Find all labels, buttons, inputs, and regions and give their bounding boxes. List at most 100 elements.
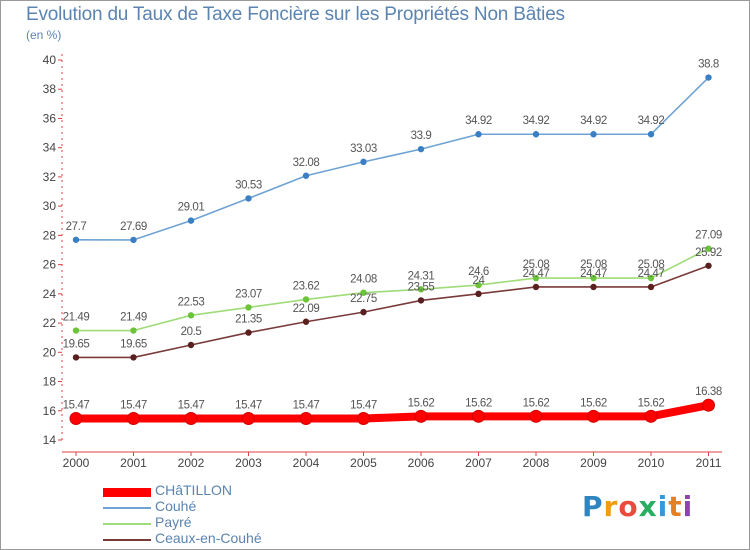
data-point <box>644 409 658 423</box>
data-label: 15.47 <box>235 400 262 412</box>
data-label: 24.47 <box>580 268 607 280</box>
y-tick-label: 18 <box>43 375 57 389</box>
data-label: 21.49 <box>120 312 147 324</box>
data-label: 30.53 <box>235 179 262 191</box>
legend-swatch <box>103 539 151 541</box>
data-point <box>414 409 428 423</box>
logo-letter: i <box>657 490 669 523</box>
x-tick-label: 2005 <box>350 456 377 470</box>
x-tick-label: 2002 <box>178 456 205 470</box>
legend-label: Ceaux-en-Couhé <box>155 530 262 546</box>
data-point <box>532 283 540 291</box>
data-point <box>647 283 655 291</box>
data-label: 24.47 <box>523 268 550 280</box>
data-label: 23.62 <box>293 280 320 292</box>
data-point <box>705 74 712 81</box>
y-tick-label: 20 <box>43 345 57 359</box>
y-tick-label: 24 <box>43 287 57 301</box>
y-tick-label: 34 <box>43 141 57 155</box>
x-tick-label: 2008 <box>523 456 550 470</box>
legend-item: Couhé <box>103 498 363 516</box>
chart-subtitle: (en %) <box>26 28 62 42</box>
data-point <box>357 412 370 426</box>
data-label: 27.69 <box>120 221 147 233</box>
x-tick-label: 2001 <box>120 456 147 470</box>
data-label: 34.92 <box>465 115 492 127</box>
data-label: 21.35 <box>235 314 262 326</box>
data-label: 25.08 <box>580 259 607 271</box>
logo-letter: r <box>603 490 619 523</box>
data-point <box>130 327 137 334</box>
x-tick-label: 2011 <box>696 456 722 470</box>
data-label: 33.9 <box>411 130 432 142</box>
data-point <box>590 131 597 138</box>
data-point <box>702 398 715 412</box>
data-label: 23.55 <box>408 281 435 293</box>
data-point <box>245 329 252 336</box>
data-point <box>590 283 597 291</box>
data-point <box>245 195 252 202</box>
data-label: 22.75 <box>350 293 377 305</box>
data-label: 25.92 <box>695 247 722 259</box>
data-point <box>532 274 540 282</box>
data-label: 25.08 <box>638 259 665 271</box>
data-point <box>532 131 540 138</box>
series-line <box>75 247 710 332</box>
y-tick-label: 14 <box>43 433 57 447</box>
data-point <box>130 354 137 361</box>
data-label: 38.8 <box>698 59 719 71</box>
x-tick-label: 2006 <box>408 456 435 470</box>
y-tick-label: 28 <box>43 228 57 242</box>
series-line <box>75 76 710 241</box>
data-point <box>302 172 310 179</box>
data-label: 21.49 <box>63 312 90 324</box>
legend-label: CHâTILLON <box>155 482 233 498</box>
y-tick-label: 22 <box>43 316 57 330</box>
series-line <box>75 264 710 359</box>
y-tick-label: 16 <box>43 404 57 418</box>
logo-letter: x <box>638 490 658 523</box>
data-point <box>69 412 83 426</box>
legend-label: Couhé <box>155 498 197 514</box>
legend-swatch <box>103 488 151 497</box>
data-point <box>472 409 485 423</box>
x-tick-label: 2010 <box>638 456 665 470</box>
x-tick-label: 2000 <box>63 456 90 470</box>
data-label: 15.62 <box>580 397 607 409</box>
data-point <box>590 274 597 282</box>
legend-swatch <box>103 523 151 525</box>
data-point <box>529 409 543 423</box>
data-label: 29.01 <box>178 202 205 214</box>
data-label: 33.03 <box>350 143 377 155</box>
legend-item: Ceaux-en-Couhé <box>103 530 363 548</box>
y-tick-label: 32 <box>43 170 57 184</box>
data-label: 15.47 <box>350 400 377 412</box>
data-label: 34.92 <box>580 115 607 127</box>
data-point <box>475 281 482 289</box>
x-tick-label: 2004 <box>293 456 320 470</box>
data-label: 15.47 <box>120 400 147 412</box>
data-label: 16.38 <box>695 386 722 398</box>
data-point <box>127 412 140 426</box>
y-tick-label: 26 <box>43 258 57 272</box>
data-label: 34.92 <box>523 115 550 127</box>
data-label: 27.7 <box>66 221 87 233</box>
data-label: 19.65 <box>63 338 90 350</box>
data-label: 24.47 <box>638 268 665 280</box>
data-label: 24.08 <box>350 274 377 286</box>
x-tick-label: 2003 <box>235 456 262 470</box>
logo-letter: P <box>582 490 604 523</box>
x-tick-label: 2009 <box>580 456 607 470</box>
data-label: 15.62 <box>465 397 492 409</box>
data-point <box>187 217 195 224</box>
data-point <box>130 236 137 244</box>
data-point <box>187 341 195 349</box>
data-label: 15.47 <box>63 400 90 412</box>
data-label: 25.08 <box>523 259 550 271</box>
y-tick-label: 38 <box>43 82 57 96</box>
data-label: 24.6 <box>468 266 489 278</box>
data-point <box>705 262 712 269</box>
chart-title: Evolution du Taux de Taxe Foncière sur l… <box>26 4 565 25</box>
